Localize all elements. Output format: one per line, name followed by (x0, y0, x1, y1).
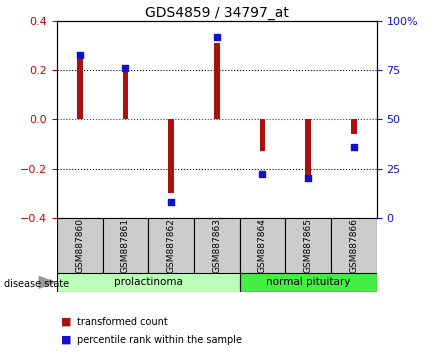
Bar (148, 218, 194, 273)
Point (168, 199, 175, 205)
Bar (194, 218, 240, 273)
Text: disease state: disease state (4, 279, 70, 289)
Bar (123, 70, 128, 119)
Text: GSM887863: GSM887863 (212, 218, 221, 273)
Bar (240, 273, 377, 292)
Text: normal pituitary: normal pituitary (266, 277, 350, 287)
Point (350, 144, 357, 150)
Text: transformed count: transformed count (77, 317, 167, 327)
Point (122, 65, 129, 71)
Text: GSM887864: GSM887864 (258, 218, 267, 273)
Text: GSM887865: GSM887865 (304, 218, 313, 273)
Bar (214, 43, 219, 119)
Polygon shape (39, 276, 55, 288)
Bar (331, 218, 377, 273)
Text: GSM887860: GSM887860 (75, 218, 84, 273)
Text: GSM887862: GSM887862 (166, 218, 176, 273)
Text: GSM887861: GSM887861 (121, 218, 130, 273)
Text: prolactinoma: prolactinoma (114, 277, 183, 287)
Point (213, 34, 220, 40)
Text: ■: ■ (61, 317, 72, 327)
Bar (285, 218, 331, 273)
Bar (260, 119, 265, 152)
Title: GDS4859 / 34797_at: GDS4859 / 34797_at (145, 6, 289, 20)
Text: GSM887866: GSM887866 (350, 218, 358, 273)
Bar (102, 218, 148, 273)
Point (76, 52, 83, 57)
Text: percentile rank within the sample: percentile rank within the sample (77, 335, 242, 345)
Bar (168, 119, 174, 193)
Bar (240, 218, 285, 273)
Bar (305, 119, 311, 176)
Bar (351, 119, 357, 134)
Point (259, 172, 266, 177)
Point (305, 176, 312, 181)
Text: ■: ■ (61, 335, 72, 345)
Bar (57, 218, 102, 273)
Bar (77, 56, 82, 119)
Bar (57, 273, 240, 292)
